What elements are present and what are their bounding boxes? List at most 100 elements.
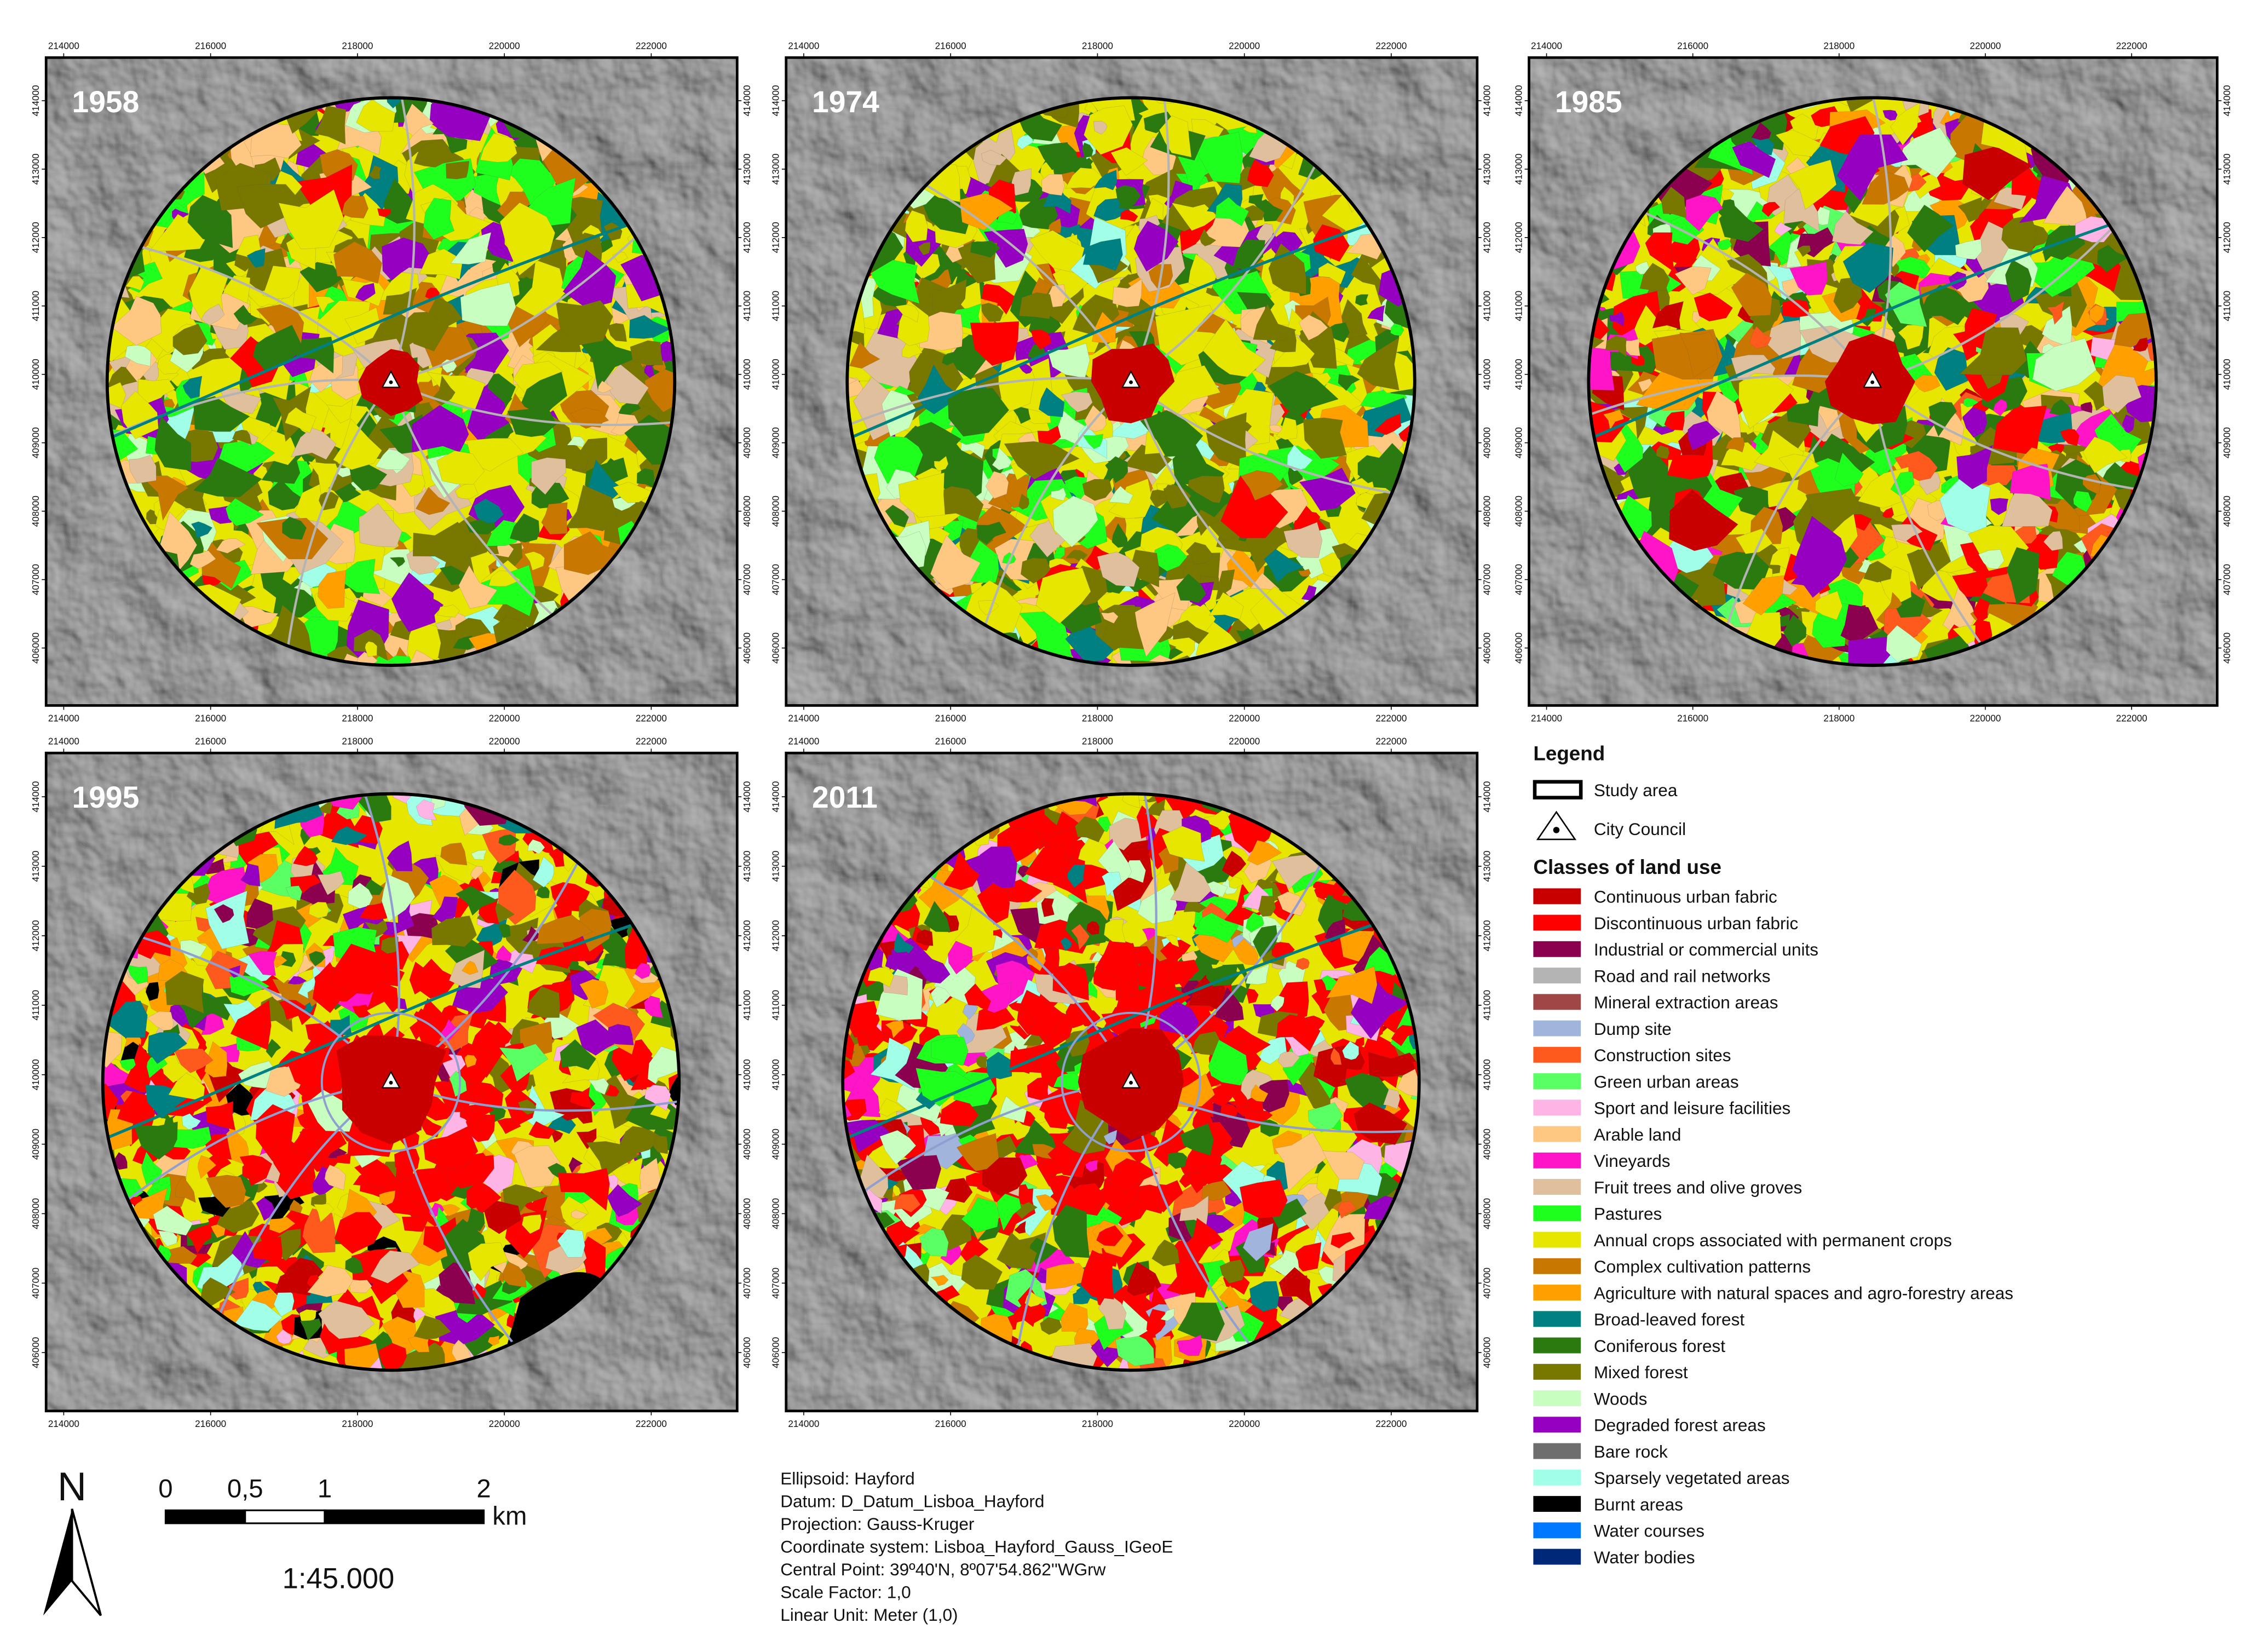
land-patch — [1836, 134, 1908, 202]
legend-title: Legend — [1533, 742, 1605, 764]
land-patch — [1886, 625, 1922, 662]
road — [283, 381, 392, 666]
map-panel: 1995214000214000216000216000218000218000… — [31, 736, 752, 1429]
city-council-dot — [1129, 1080, 1133, 1085]
note-line: Projection: Gauss-Kruger — [780, 1514, 974, 1534]
land-patch — [1299, 468, 1356, 511]
y-tick-label: 413000 — [1482, 851, 1493, 882]
land-patch — [1173, 620, 1210, 644]
study-area — [845, 96, 1416, 667]
y-tick-label: 412000 — [771, 920, 781, 951]
x-tick-label: 214000 — [788, 736, 819, 746]
land-patch — [2083, 436, 2128, 474]
arrow-right — [71, 1509, 102, 1616]
y-tick-label: 414000 — [31, 85, 41, 116]
land-patch — [473, 498, 504, 523]
land-patch — [1190, 131, 1243, 183]
land-patch — [1952, 625, 1976, 644]
class-swatch — [1533, 994, 1581, 1010]
y-tick-label: 412000 — [742, 920, 752, 951]
land-patch — [1357, 455, 1403, 483]
land-patch — [934, 456, 948, 471]
y-tick-label: 408000 — [771, 496, 781, 527]
class-swatch — [1533, 1126, 1581, 1142]
land-patch — [611, 1157, 643, 1189]
land-patch — [882, 390, 917, 437]
y-tick-label: 411000 — [1482, 990, 1493, 1021]
land-patch — [1805, 488, 1862, 537]
scale-segment — [244, 1509, 326, 1524]
y-tick-label: 406000 — [771, 632, 781, 664]
land-patch — [365, 641, 377, 657]
y-tick-label: 410000 — [742, 1059, 752, 1090]
land-patch — [355, 283, 376, 302]
y-tick-label: 408000 — [1482, 496, 1493, 527]
land-patch — [1907, 204, 1954, 252]
land-patch — [182, 376, 203, 399]
land-patch — [580, 331, 644, 391]
class-swatch — [1533, 914, 1581, 931]
land-patch — [225, 498, 264, 526]
land-patch — [607, 323, 627, 342]
class-swatch — [1533, 1390, 1581, 1407]
land-patch — [460, 282, 516, 326]
scale-tick-label: 2 — [476, 1475, 491, 1504]
land-patch — [1725, 437, 1745, 453]
x-tick-label: 220000 — [489, 1419, 520, 1429]
y-tick-label: 406000 — [1482, 632, 1493, 664]
year-label: 1974 — [812, 85, 879, 119]
class-swatch — [1533, 941, 1581, 957]
scale-ratio: 1:45.000 — [283, 1562, 395, 1595]
land-patch — [172, 324, 208, 355]
land-patch — [1407, 330, 1415, 377]
x-tick-label: 218000 — [342, 736, 373, 746]
land-patch — [970, 240, 1000, 258]
land-patch — [364, 641, 419, 666]
x-tick-label: 216000 — [935, 1419, 966, 1429]
land-patch — [541, 502, 568, 534]
land-patch — [333, 241, 382, 284]
scale-tick-label: 0 — [158, 1475, 172, 1504]
land-patch — [1303, 417, 1347, 459]
map-panels: 1958214000214000216000216000218000218000… — [31, 41, 2232, 1429]
x-tick-label: 214000 — [788, 41, 819, 51]
class-swatch — [1533, 888, 1581, 905]
y-tick-label: 412000 — [771, 222, 781, 253]
land-patch — [1742, 575, 1784, 615]
land-patch — [2006, 547, 2040, 605]
study-area — [105, 96, 677, 667]
land-patch — [2005, 259, 2032, 303]
land-patch — [1679, 331, 1719, 378]
x-tick-label: 216000 — [195, 41, 226, 51]
land-patch — [1788, 159, 1837, 210]
land-patch — [1913, 375, 1940, 393]
x-tick-label: 214000 — [1531, 41, 1562, 51]
class-swatch — [1533, 1522, 1581, 1539]
class-name: Construction sites — [1594, 1045, 1731, 1065]
x-tick-label: 218000 — [342, 41, 373, 51]
y-tick-label: 413000 — [2222, 153, 2232, 185]
x-tick-label: 214000 — [48, 736, 79, 746]
land-patch — [607, 1024, 634, 1045]
class-name: Sparsely vegetated areas — [1594, 1468, 1790, 1488]
land-patch — [1367, 305, 1385, 322]
x-tick-label: 220000 — [1969, 41, 2001, 51]
land-patch — [1048, 218, 1062, 234]
y-tick-label: 407000 — [1482, 564, 1493, 595]
y-tick-label: 407000 — [1513, 564, 1524, 595]
land-patch — [391, 572, 436, 632]
river — [1588, 207, 2156, 441]
land-patch — [1783, 614, 1807, 647]
land-patch — [2133, 337, 2149, 352]
x-tick-label: 214000 — [788, 1419, 819, 1429]
land-patch — [314, 105, 347, 145]
class-swatch — [1533, 968, 1581, 984]
y-tick-label: 407000 — [771, 564, 781, 595]
x-tick-label: 218000 — [1082, 736, 1113, 746]
y-tick-label: 414000 — [771, 781, 781, 813]
land-patch — [898, 472, 946, 518]
class-name: Pastures — [1594, 1204, 1662, 1224]
land-patch — [1652, 301, 1684, 330]
land-patch — [1082, 479, 1112, 501]
